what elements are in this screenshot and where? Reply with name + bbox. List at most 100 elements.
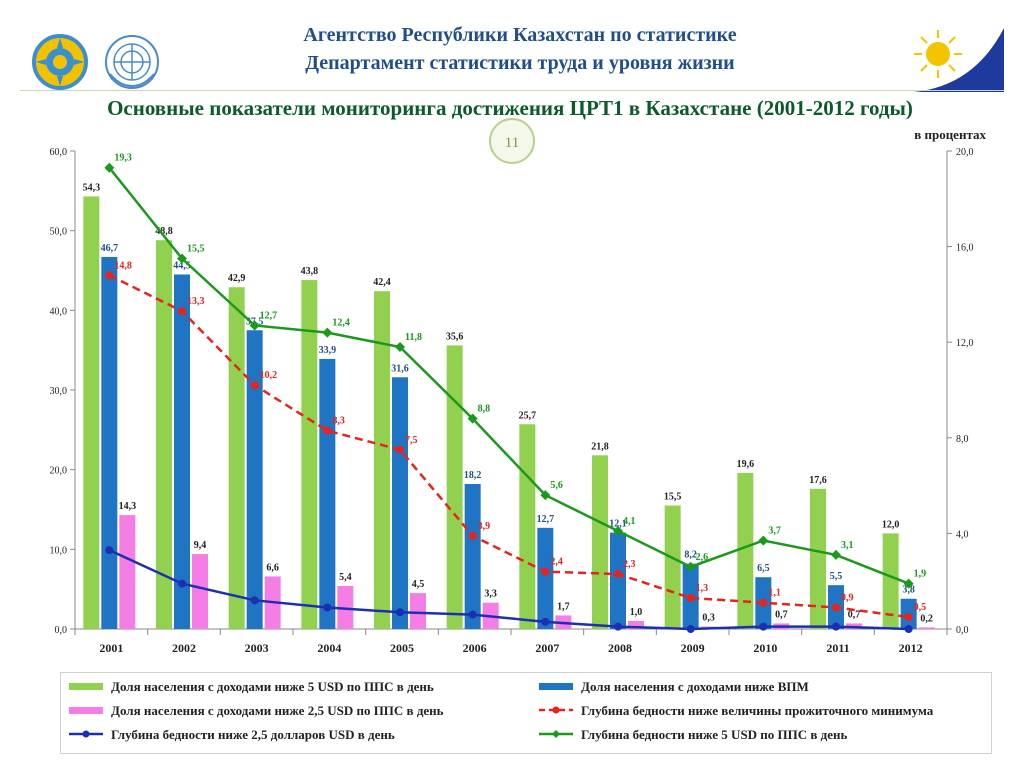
bar: [174, 274, 190, 629]
bar: [592, 455, 608, 629]
bar: [410, 593, 426, 629]
line-point: [323, 426, 332, 435]
line-point: [468, 610, 477, 619]
line-point: [614, 570, 622, 579]
bar-data-label: 25,7: [519, 410, 537, 421]
bar-data-label: 0,3: [702, 613, 715, 624]
bar-data-label: 43,8: [301, 266, 319, 277]
line-data-label: 8,8: [478, 404, 491, 415]
line-point: [904, 625, 913, 633]
line-point: [105, 271, 114, 280]
line-point: [758, 535, 769, 546]
bar-data-label: 8,2: [684, 550, 697, 561]
line-data-label: 2,4: [550, 557, 563, 568]
y-tick-label-left: 30,0: [50, 386, 68, 397]
chart: 0,0 10,0 20,0 30,0 40,0 50,0 60,0 0,0 4,0 8,0 12,0…: [50, 147, 974, 655]
y-tick-label-right: 12,0: [956, 338, 974, 349]
legend-label: Доля населения с доходами ниже ВПМ: [581, 679, 809, 694]
line-data-label: 2,6: [696, 552, 709, 563]
bar-data-label: 6,6: [266, 562, 279, 573]
bar-data-label: 12,7: [537, 514, 555, 525]
line-point: [541, 617, 550, 626]
line-point: [759, 598, 768, 607]
line-point: [468, 531, 477, 540]
line-point: [540, 490, 551, 501]
line-data-label: 1,3: [696, 583, 709, 594]
line-data-label: 5,6: [550, 480, 563, 491]
line-data-label: 1,9: [914, 569, 927, 580]
line-point: [832, 622, 840, 631]
x-tick-label: 2003: [245, 641, 269, 655]
bar-data-label: 15,5: [664, 492, 682, 503]
page-title: Основные показатели мониторинга достижен…: [107, 96, 913, 120]
bar-data-label: 0,7: [848, 609, 861, 620]
line-data-label: 4,1: [623, 516, 636, 527]
line-point: [249, 320, 260, 331]
bar: [446, 345, 463, 629]
bar-data-label: 5,4: [339, 572, 352, 583]
bar: [918, 627, 935, 629]
bar-data-label: 0,2: [920, 613, 933, 624]
kazakhstan-emblem-icon: [32, 34, 88, 90]
y-tick-label-left: 10,0: [50, 545, 68, 556]
bar-data-label: 44,5: [173, 260, 191, 271]
bar-data-label: 19,6: [737, 459, 755, 470]
bar: [156, 240, 172, 629]
line-point: [686, 593, 695, 602]
agency-name: Агентство Республики Казахстан по статис…: [303, 24, 737, 46]
line-point: [832, 603, 840, 612]
bar-data-label: 4,5: [412, 579, 425, 590]
legend-swatch: [539, 683, 573, 690]
bar-data-label: 12,1: [609, 519, 627, 530]
line-data-label: 11,8: [405, 332, 422, 343]
bar-data-label: 5,5: [830, 571, 843, 582]
bar-data-label: 6,5: [757, 563, 770, 574]
line-data-label: 19,3: [114, 153, 132, 164]
x-tick-label: 2011: [826, 641, 849, 655]
line-point: [177, 253, 187, 264]
legend-swatch: [69, 683, 103, 690]
bar-data-label: 46,7: [101, 243, 119, 254]
bar-data-label: 3,3: [484, 589, 497, 600]
bar: [628, 621, 644, 629]
x-tick-label: 2009: [681, 641, 705, 655]
bar-data-label: 42,4: [373, 277, 391, 288]
page-number: 11: [489, 118, 535, 164]
bar-data-label: 42,9: [228, 273, 246, 284]
legend-label: Глубина бедности ниже величины прожиточн…: [581, 703, 934, 718]
y-tick-label-right: 20,0: [956, 147, 974, 158]
bar-data-label: 35,6: [446, 331, 464, 342]
bar: [882, 533, 899, 629]
bar-data-label: 12,0: [882, 519, 900, 530]
bar-data-label: 3,8: [902, 585, 915, 596]
bar: [464, 484, 481, 629]
line-point: [178, 307, 186, 316]
department-name: Департамент статистики труда и уровня жи…: [305, 52, 735, 74]
line-point: [178, 579, 186, 588]
legend-label: Доля населения с доходами ниже 5 USD по …: [111, 679, 434, 694]
line-point: [686, 625, 695, 633]
series-line: [108, 548, 909, 631]
chart-legend: Доля населения с доходами ниже 5 USD по …: [60, 672, 992, 754]
y-tick-label-left: 0,0: [55, 625, 68, 636]
x-tick-label: 2010: [753, 641, 777, 655]
bar-data-label: 9,4: [194, 540, 207, 551]
header: Агентство Республики Казахстан по статис…: [0, 0, 1024, 140]
bar-data-label: 31,6: [391, 363, 409, 374]
line-point: [467, 413, 478, 424]
line-data-label: 8,3: [332, 416, 345, 427]
line-data-label: 10,2: [260, 370, 278, 381]
bar: [83, 196, 100, 629]
bar: [374, 291, 390, 629]
line-data-label: 0,5: [914, 602, 927, 613]
x-tick-label: 2006: [463, 641, 487, 655]
line-data-label: 12,4: [332, 318, 350, 329]
series-line: [108, 166, 910, 585]
line-data-label: 1,1: [768, 588, 781, 599]
line-point: [396, 445, 404, 454]
line-point: [104, 162, 115, 173]
x-tick-label: 2007: [535, 641, 559, 655]
bar: [119, 515, 136, 629]
bar: [537, 527, 554, 629]
series-line: [108, 274, 909, 619]
